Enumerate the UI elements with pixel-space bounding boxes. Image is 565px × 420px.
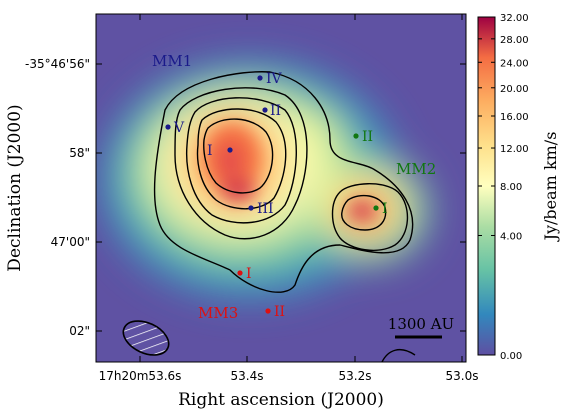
source-label: II: [270, 103, 281, 119]
colorbar-label: Jy/beam km/s: [541, 132, 560, 243]
source-point: [165, 124, 171, 130]
contour-5: [203, 118, 274, 194]
scale-bar-label: 1300 AU: [388, 315, 454, 333]
source-label: I: [382, 201, 388, 217]
group-label-mm3: MM3: [198, 304, 238, 322]
colorbar-tick-label: 24.00: [500, 58, 529, 69]
x-tick-label: 53.0s: [446, 369, 479, 383]
contour-mm2-outer: [331, 183, 409, 252]
source-point: [373, 205, 379, 211]
colorbar-tick-label: 28.00: [500, 35, 529, 46]
colorbar-tick-label: 0.00: [500, 351, 522, 362]
scale-bar: 1300 AU: [388, 315, 454, 339]
contour-outer: [153, 71, 414, 293]
y-tick-label: 02": [69, 324, 90, 338]
emission-peaks: [204, 124, 376, 221]
group-label-mm1: MM1: [152, 52, 192, 70]
colorbar-tick-label: 12.00: [500, 144, 529, 155]
contour-3: [185, 97, 297, 224]
source-point: [353, 133, 359, 139]
y-tick-labels: -35°46'56" 58" 47'00" 02": [25, 57, 90, 338]
source-point: [237, 270, 243, 276]
contour-4: [196, 108, 287, 210]
colorbar-tick-label: 8.00: [500, 182, 522, 193]
source-point: [248, 205, 254, 211]
source-markers: MM1 I II III IV V MM2 I II MM3 I II: [152, 52, 436, 322]
source-label: III: [257, 201, 274, 217]
heatmap: [96, 14, 466, 362]
contour-edge: [381, 348, 416, 362]
contours: [153, 71, 414, 293]
y-tick-label: -35°46'56": [25, 57, 90, 71]
x-tick-label: 53.2s: [339, 369, 372, 383]
source-label: I: [207, 143, 213, 159]
x-tick-label: 17h20m53.6s: [99, 369, 182, 383]
y-tick-marks: [96, 63, 466, 332]
source-label: II: [362, 129, 373, 145]
colorbar-ticks: 0.00 4.00 8.00 12.00 16.00 20.00 24.00 28.00 32.…: [478, 13, 529, 362]
x-tick-marks: [139, 14, 463, 362]
group-label-mm2: MM2: [396, 160, 436, 178]
source-point: [257, 75, 263, 81]
beam-ellipse: [122, 320, 170, 356]
colorbar-tick-label: 16.00: [500, 112, 529, 123]
source-label: V: [173, 120, 185, 136]
source-label: II: [274, 304, 285, 320]
x-tick-labels: 17h20m53.6s 53.4s 53.2s 53.0s: [99, 369, 479, 383]
source-point: [265, 308, 271, 314]
colorbar-tick-label: 4.00: [500, 231, 522, 242]
contour-mm2-inner: [341, 194, 387, 231]
y-tick-label: 58": [69, 146, 90, 160]
source-label: I: [246, 266, 252, 282]
y-tick-label: 47'00": [51, 235, 90, 249]
plot-frame: [95, 13, 467, 363]
contour-2: [174, 87, 308, 240]
colorbar-tick-label: 32.00: [500, 13, 529, 24]
y-axis-label: Declination (J2000): [5, 104, 25, 271]
source-point: [227, 147, 233, 153]
source-point: [262, 107, 268, 113]
source-label: IV: [266, 71, 283, 87]
colorbar: 0.00 4.00 8.00 12.00 16.00 20.00 24.00 28.00 32.…: [477, 13, 560, 362]
colorbar-tick-label: 20.00: [500, 84, 529, 95]
x-tick-label: 53.4s: [231, 369, 264, 383]
x-axis-label: Right ascension (J2000): [178, 390, 384, 410]
